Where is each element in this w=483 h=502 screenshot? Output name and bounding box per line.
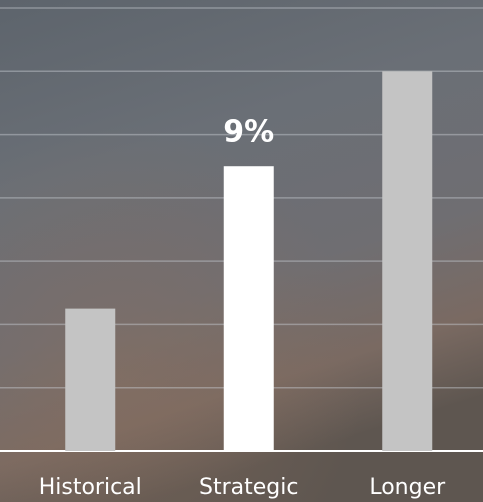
bar: [65, 309, 115, 451]
x-tick-label: Strategic: [199, 475, 298, 500]
value-label: 9%: [223, 115, 274, 150]
bar: [224, 166, 274, 451]
x-tick-label: Longer: [369, 475, 446, 500]
x-tick-label: Historical: [39, 475, 142, 500]
chart: Historical Strategic 9% Longer: [0, 0, 483, 502]
bar: [382, 71, 432, 451]
